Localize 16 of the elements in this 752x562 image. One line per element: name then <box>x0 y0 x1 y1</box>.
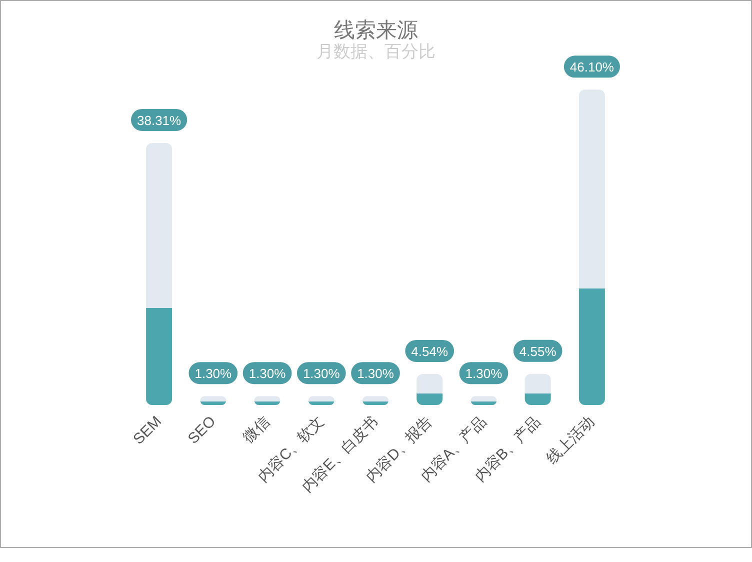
bar <box>416 374 443 405</box>
x-tick-label: 线上活动 <box>544 412 598 468</box>
chart-title: 线索来源 <box>334 19 418 42</box>
data-label: 1.30% <box>465 366 503 382</box>
data-label: 38.31% <box>137 112 182 128</box>
data-label: 1.30% <box>302 366 340 382</box>
data-label: 4.55% <box>519 344 557 359</box>
bar <box>578 90 605 405</box>
x-tick-label: 微信 <box>240 412 274 446</box>
bar <box>146 142 172 405</box>
data-label: 1.30% <box>357 366 394 382</box>
data-label: 46.10% <box>570 60 614 75</box>
data-label: 1.30% <box>248 366 286 382</box>
data-label: 1.30% <box>194 366 232 382</box>
bar <box>524 374 551 405</box>
data-label: 4.54% <box>411 344 448 359</box>
